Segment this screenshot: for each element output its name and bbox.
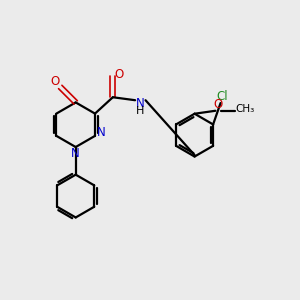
Text: O: O	[50, 75, 59, 88]
Text: N: N	[97, 126, 106, 140]
Text: N: N	[136, 97, 145, 110]
Text: O: O	[214, 98, 223, 111]
Text: O: O	[115, 68, 124, 82]
Text: H: H	[136, 106, 145, 116]
Text: N: N	[71, 147, 80, 160]
Text: CH₃: CH₃	[236, 104, 255, 114]
Text: Cl: Cl	[216, 90, 228, 103]
